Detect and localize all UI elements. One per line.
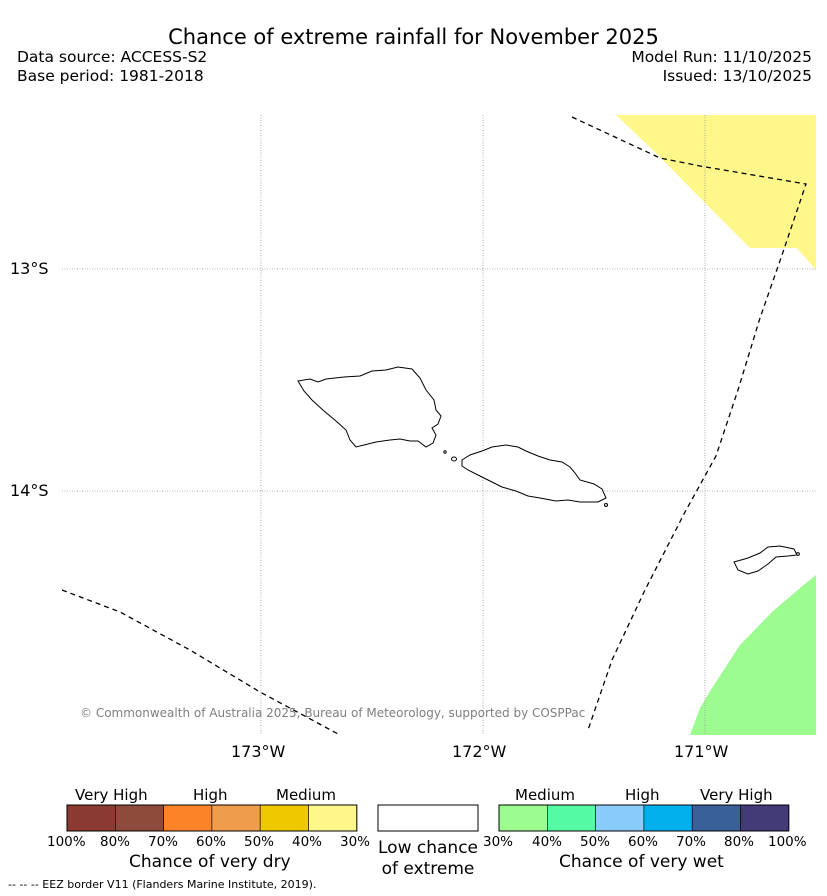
island-tutuila (733, 545, 798, 575)
island-savaii (297, 366, 442, 448)
islet-manono (451, 456, 457, 462)
dry-swatch (259, 804, 309, 832)
dry-tick: 50% (244, 834, 275, 850)
dry-header-medium: Medium (276, 786, 336, 804)
lon-label-172w: 172°W (452, 742, 507, 761)
dry-swatch (163, 804, 213, 832)
dry-swatch (211, 804, 261, 832)
dry-swatch (308, 804, 358, 832)
islet-east (604, 503, 608, 507)
lon-label-173w: 173°W (231, 742, 286, 761)
dry-header-high: High (193, 786, 228, 804)
dry-tick: 30% (340, 834, 371, 850)
dry-tick: 40% (292, 834, 323, 850)
wet-title: Chance of very wet (559, 852, 724, 872)
wet-medium-region (690, 575, 816, 735)
data-source: Data source: ACCESS-S2 (17, 48, 208, 66)
wet-tick: 30% (483, 834, 514, 850)
eez-border (62, 116, 807, 735)
wet-header-medium: Medium (515, 786, 575, 804)
wet-tick: 70% (676, 834, 707, 850)
meta-left: Data source: ACCESS-S2 Base period: 1981… (17, 48, 207, 86)
dry-tick: 60% (196, 834, 227, 850)
dry-frame (66, 804, 358, 832)
lat-label-13s: 13°S (10, 259, 49, 278)
wet-tick: 100% (768, 834, 807, 850)
low-chance-box (377, 804, 479, 832)
low-chance-label: Low chance of extreme (378, 838, 478, 879)
wet-swatch (498, 804, 548, 832)
eez-note: -- -- -- EEZ border V11 (Flanders Marine… (8, 878, 317, 891)
dry-colorbar (66, 804, 358, 832)
islet-aunuu (796, 552, 800, 556)
lon-label-171w: 171°W (674, 742, 729, 761)
model-run: Model Run: 11/10/2025 (631, 48, 812, 66)
wet-swatch (546, 804, 596, 832)
dry-tick: 100% (47, 834, 86, 850)
wet-frame (498, 804, 790, 832)
wet-tick: 50% (580, 834, 611, 850)
wet-tick: 60% (628, 834, 659, 850)
copyright-notice: © Commonwealth of Australia 2025, Bureau… (80, 706, 586, 720)
issued-date: Issued: 13/10/2025 (662, 67, 812, 85)
island-upolu (461, 444, 607, 503)
wet-header-very-high: Very High (700, 786, 773, 804)
map-title: Chance of extreme rainfall for November … (168, 25, 659, 49)
lat-label-14s: 14°S (10, 481, 49, 500)
wet-swatch (643, 804, 693, 832)
dry-tick: 70% (148, 834, 179, 850)
base-period: Base period: 1981-2018 (17, 67, 204, 85)
wet-tick: 40% (532, 834, 563, 850)
wet-tick: 80% (724, 834, 755, 850)
dry-tick: 80% (100, 834, 131, 850)
wet-swatch (740, 804, 790, 832)
dry-swatch (66, 804, 116, 832)
wet-swatch (595, 804, 645, 832)
dry-title: Chance of very dry (129, 852, 291, 872)
islet-apolima (443, 450, 447, 454)
graticule (62, 115, 816, 735)
map-area (62, 115, 816, 735)
dry-header-very-high: Very High (75, 786, 148, 804)
wet-swatch (691, 804, 741, 832)
dry-swatch (115, 804, 164, 832)
meta-right: Model Run: 11/10/2025 Issued: 13/10/2025 (631, 48, 812, 86)
dry-medium-region (616, 115, 816, 270)
wet-header-high: High (625, 786, 660, 804)
wet-colorbar (498, 804, 790, 832)
